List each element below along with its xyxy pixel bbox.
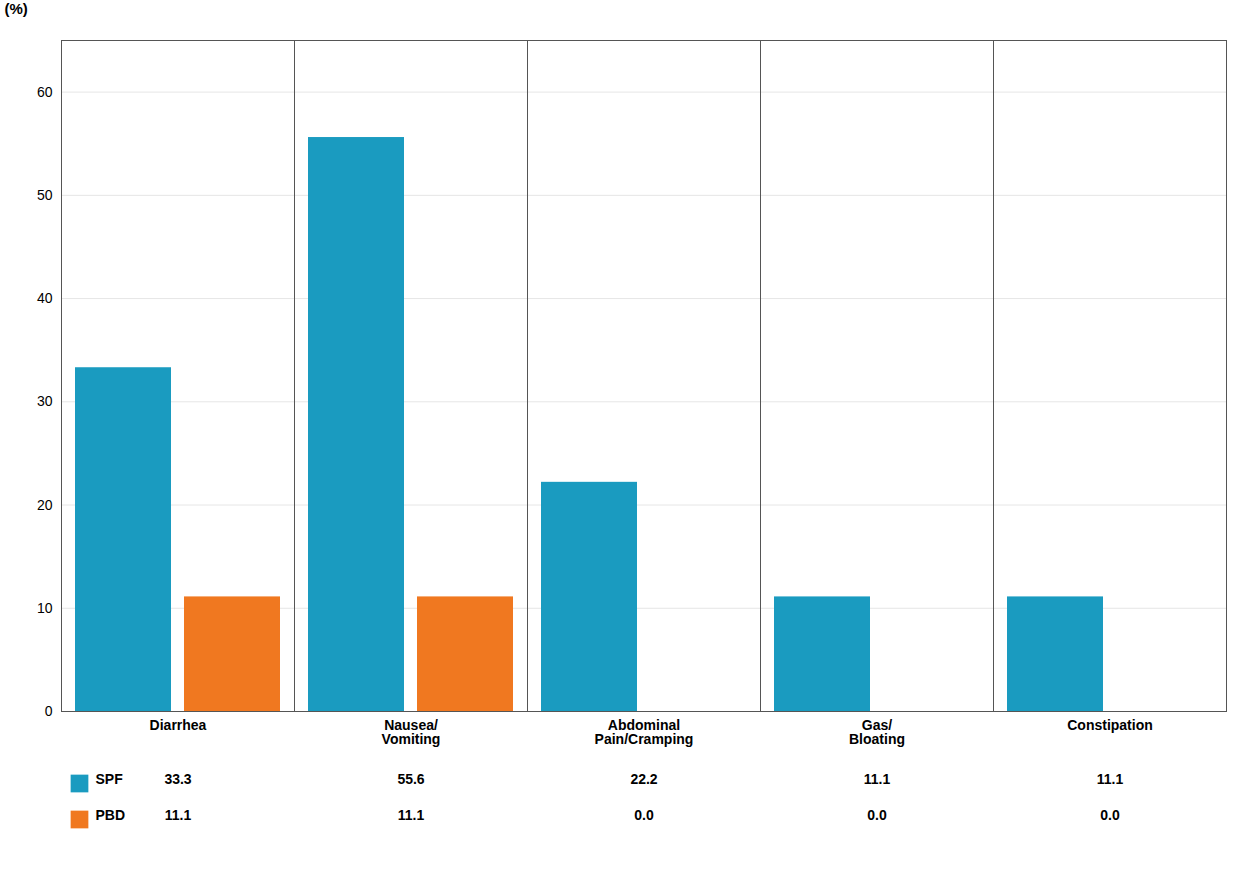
svg-text:SPF: SPF (96, 771, 124, 787)
svg-text:10: 10 (37, 600, 53, 616)
svg-text:Nausea/Vomiting: Nausea/Vomiting (382, 717, 441, 747)
svg-text:11.1: 11.1 (165, 807, 192, 823)
svg-text:33.3: 33.3 (164, 771, 191, 787)
svg-text:11.1: 11.1 (864, 771, 891, 787)
svg-text:AbdominalPain/Cramping: AbdominalPain/Cramping (595, 717, 694, 747)
svg-text:PBD: PBD (96, 807, 126, 823)
svg-text:55.6: 55.6 (397, 771, 424, 787)
svg-text:Constipation: Constipation (1067, 717, 1153, 733)
svg-text:30: 30 (37, 393, 53, 409)
svg-text:60: 60 (37, 84, 53, 100)
svg-text:0.0: 0.0 (867, 807, 887, 823)
svg-text:0.0: 0.0 (1100, 807, 1120, 823)
svg-text:20: 20 (37, 497, 53, 513)
svg-text:0.0: 0.0 (634, 807, 654, 823)
svg-text:Diarrhea: Diarrhea (150, 717, 207, 733)
svg-text:Gas/Bloating: Gas/Bloating (849, 717, 905, 747)
svg-text:22.2: 22.2 (630, 771, 657, 787)
svg-text:50: 50 (37, 187, 53, 203)
svg-text:0: 0 (45, 703, 53, 719)
svg-text:(%): (%) (5, 0, 28, 17)
svg-text:11.1: 11.1 (398, 807, 425, 823)
svg-text:40: 40 (37, 290, 53, 306)
svg-text:11.1: 11.1 (1097, 771, 1124, 787)
